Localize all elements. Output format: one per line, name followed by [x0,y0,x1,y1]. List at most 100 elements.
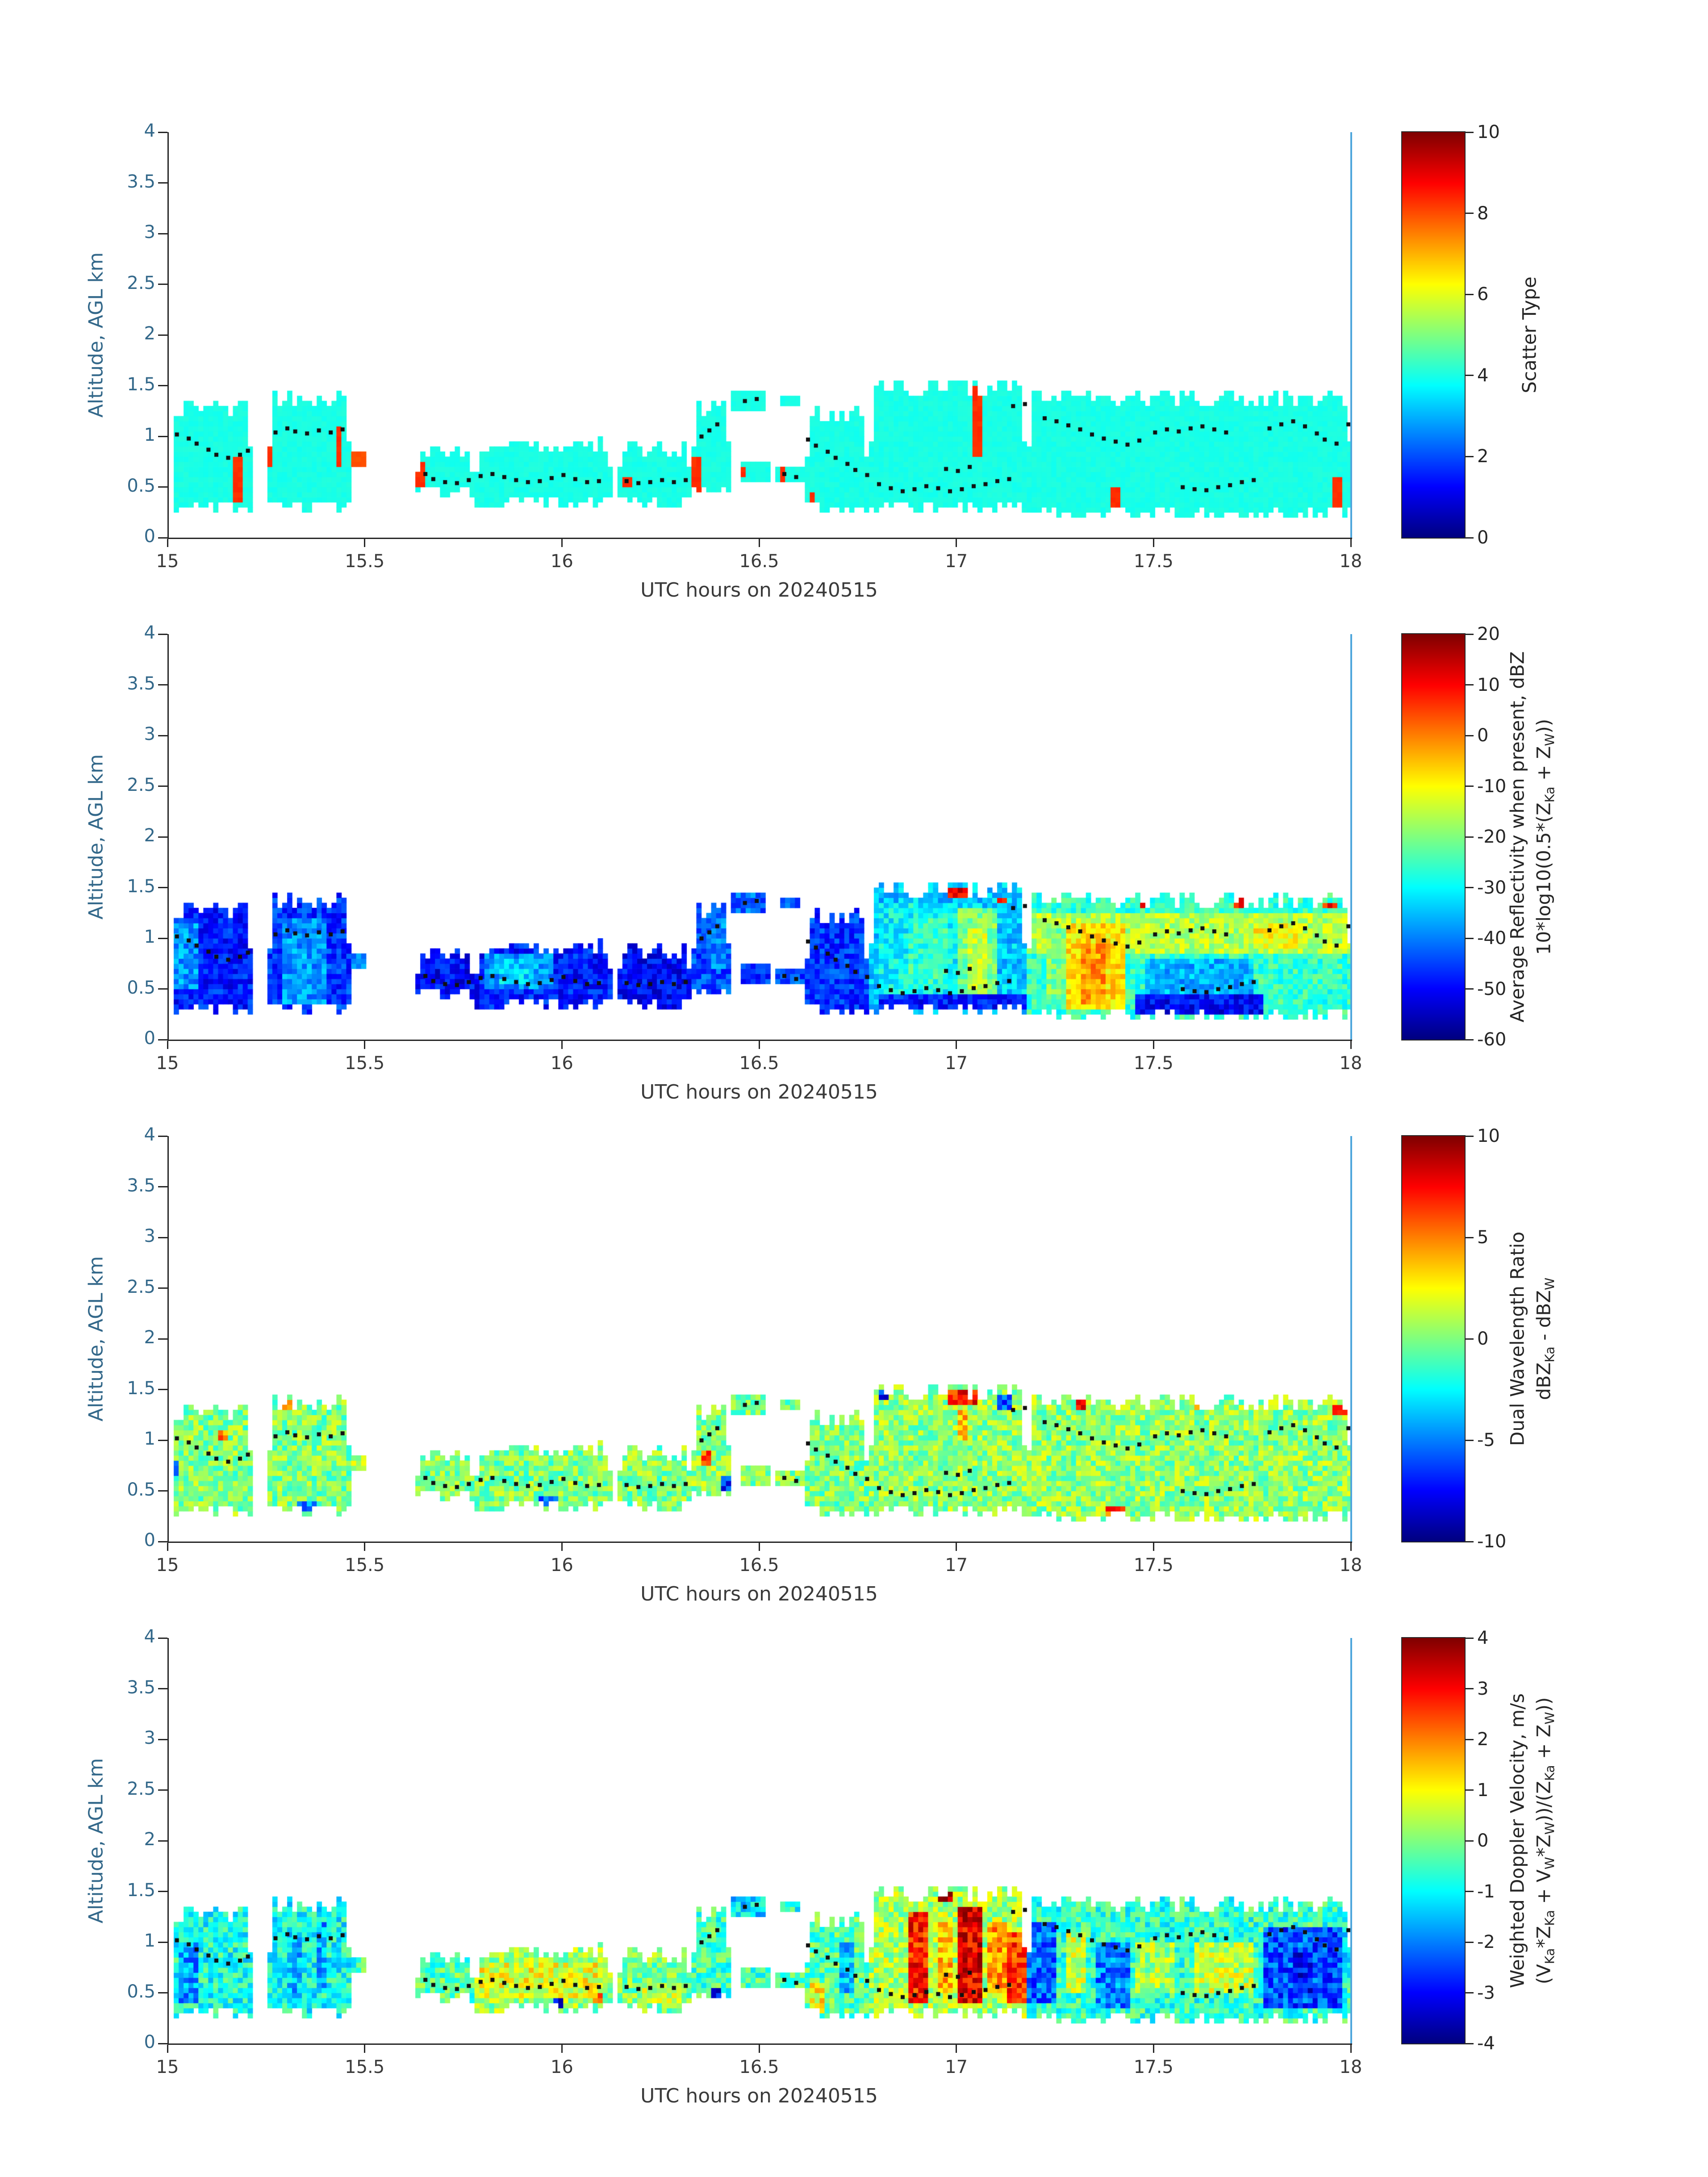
y-tick [158,1840,167,1842]
y-tick-label: 0.5 [127,1981,155,2002]
colorbar-tick [1466,633,1474,635]
x-tick [364,2045,366,2053]
colorbar-tick [1466,1840,1474,1842]
colorbar: 20 10 0 -10 -20 -30 -40 -50 -60 [1401,624,1506,1050]
y-tick-label: 1 [144,1429,155,1449]
plot-area [167,634,1352,1041]
y-tick [158,1738,167,1740]
x-tick-label: 17.5 [1133,551,1173,572]
y-tick-label: 4 [144,623,155,643]
x-tick-label: 16.5 [739,1053,779,1074]
x-tick-label: 15.5 [345,1555,385,1575]
y-tick-label: 3 [144,1728,155,1748]
x-tick-label: 17 [945,2057,968,2077]
x-tick-label: 17 [945,551,968,572]
colorbar-tick [1466,1891,1474,1892]
y-tick-label: 0 [144,1028,155,1049]
colorbar-tick-label: -1 [1477,1881,1495,1902]
colorbar-tick-label: -10 [1477,776,1507,797]
colorbar-tick-label: -10 [1477,1531,1507,1552]
colorbar-canvas [1401,633,1466,1040]
colorbar-tick-label: -40 [1477,928,1507,949]
y-tick [158,284,167,285]
right-spine [1350,1638,1352,2043]
colorbar-tick [1466,786,1474,787]
colorbar-tick [1466,887,1474,888]
colorbar-tick-label: 2 [1477,446,1489,467]
x-tick [1350,1543,1352,1551]
x-tick-label: 15.5 [345,551,385,572]
y-tick [158,385,167,386]
colorbar-tick-label: 10 [1477,1126,1500,1146]
x-tick [1350,1041,1352,1049]
colorbar-tick-label: 10 [1477,674,1500,695]
colorbar-canvas [1401,131,1466,539]
colorbar-tick-label: 10 [1477,122,1500,142]
plot-area [167,132,1352,539]
y-tick-label: 1.5 [127,374,155,395]
colorbar-tick-label: -2 [1477,1932,1495,1952]
colorbar-tick [1466,1039,1474,1040]
colorbar-tick [1466,375,1474,376]
colorbar-tick [1466,1688,1474,1689]
colorbar-tick-label: -5 [1477,1430,1495,1450]
y-tick-label: 0.5 [127,475,155,496]
y-tick-label: 4 [144,121,155,141]
x-tick [561,1041,563,1049]
colorbar-label-line: Scatter Type [1518,276,1541,393]
x-tick [1153,1543,1154,1551]
colorbar-label-line: Average Reflectivity when present, dBZ [1506,651,1528,1023]
y-tick-label: 0.5 [127,977,155,998]
y-tick [158,684,167,685]
y-tick [158,2043,167,2044]
y-tick [158,633,167,635]
x-tick-label: 15.5 [345,2057,385,2077]
x-tick [167,539,168,547]
y-tick [158,1490,167,1492]
x-tick-label: 16 [550,1053,573,1074]
y-tick [158,1439,167,1441]
colorbar-canvas [1401,1637,1466,2044]
y-tick [158,435,167,437]
colorbar-tick [1466,213,1474,214]
y-tick-label: 0.5 [127,1479,155,1500]
x-tick-label: 15 [156,1555,179,1575]
colorbar: 4 3 2 1 0 -1 -2 -3 -4 [1401,1628,1495,2054]
y-tick-label: 1.5 [127,1378,155,1399]
y-tick-label: 1 [144,425,155,445]
y-tick-label: 1 [144,927,155,947]
x-tick-label: 17.5 [1133,1555,1173,1575]
colorbar-tick-label: 0 [1477,1329,1489,1349]
x-tick-label: 15 [156,1053,179,1074]
panel-scatter-type: Altitude, AGL km UTC hours on 20240515 1… [0,121,1708,634]
x-tick [561,2045,563,2053]
x-tick-label: 17 [945,1555,968,1575]
x-tick-label: 16 [550,551,573,572]
x-tick [167,2045,168,2053]
y-tick [158,233,167,234]
colorbar-tick [1466,937,1474,939]
y-tick [158,1338,167,1340]
colorbar-label-line: 10*log10(0.5*(ZKa + ZW)) [1533,719,1558,955]
heatmap-canvas [169,132,1352,538]
colorbar-tick-label: 2 [1477,1729,1489,1750]
y-tick-label: 2.5 [127,272,155,293]
x-tick-label: 17 [945,1053,968,1074]
colorbar-tick [1466,537,1474,539]
y-tick-label: 2.5 [127,1778,155,1799]
y-tick-label: 3 [144,222,155,242]
right-spine [1350,1136,1352,1542]
colorbar-tick [1466,293,1474,295]
x-tick [167,1041,168,1049]
colorbar-tick-label: 0 [1477,527,1489,548]
y-tick-label: 4 [144,1124,155,1145]
colorbar-tick-label: 6 [1477,284,1489,305]
colorbar-tick [1466,684,1474,685]
colorbar-tick [1466,1541,1474,1542]
x-tick [758,539,760,547]
colorbar-tick [1466,1338,1474,1340]
colorbar-canvas [1401,1135,1466,1542]
right-spine [1350,634,1352,1040]
y-tick [158,735,167,736]
y-tick [158,836,167,838]
